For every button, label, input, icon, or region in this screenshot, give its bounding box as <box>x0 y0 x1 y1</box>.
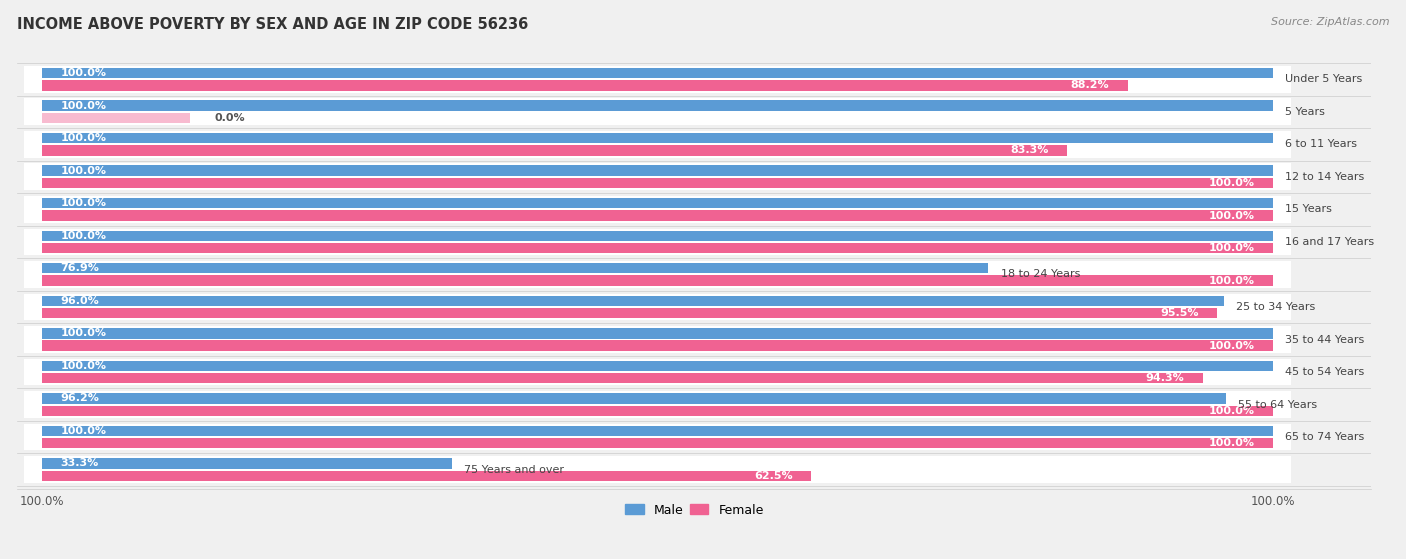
Bar <box>24 424 1291 451</box>
Text: 100.0%: 100.0% <box>60 198 107 208</box>
Bar <box>42 165 1272 176</box>
Bar <box>42 340 1272 351</box>
Bar <box>42 178 1272 188</box>
Legend: Male, Female: Male, Female <box>620 499 769 522</box>
Text: 55 to 64 Years: 55 to 64 Years <box>1239 400 1317 410</box>
Text: 76.9%: 76.9% <box>60 263 100 273</box>
Text: 100.0%: 100.0% <box>1208 178 1254 188</box>
Bar <box>24 326 1291 353</box>
Text: 95.5%: 95.5% <box>1160 308 1199 318</box>
Text: 5 Years: 5 Years <box>1285 107 1324 117</box>
Text: 100.0%: 100.0% <box>1208 406 1254 416</box>
Bar <box>42 405 1272 416</box>
Text: INCOME ABOVE POVERTY BY SEX AND AGE IN ZIP CODE 56236: INCOME ABOVE POVERTY BY SEX AND AGE IN Z… <box>17 17 529 32</box>
Bar <box>42 210 1272 221</box>
Bar <box>24 293 1291 320</box>
Text: 100.0%: 100.0% <box>60 361 107 371</box>
Bar <box>42 426 1272 436</box>
Bar <box>24 391 1291 418</box>
Bar <box>24 98 1291 125</box>
Bar <box>42 328 1272 339</box>
Text: 100.0%: 100.0% <box>1208 276 1254 286</box>
Text: 33.3%: 33.3% <box>60 458 98 468</box>
Bar <box>42 458 451 468</box>
Bar <box>42 243 1272 253</box>
Text: 96.2%: 96.2% <box>60 394 100 404</box>
Bar <box>42 296 1223 306</box>
Bar <box>24 196 1291 222</box>
Bar <box>42 393 1226 404</box>
Text: 83.3%: 83.3% <box>1011 145 1049 155</box>
Text: 100.0%: 100.0% <box>60 231 107 241</box>
Text: 16 and 17 Years: 16 and 17 Years <box>1285 237 1374 247</box>
Bar <box>42 101 1272 111</box>
Text: 100.0%: 100.0% <box>60 101 107 111</box>
Bar <box>24 131 1291 158</box>
Text: 62.5%: 62.5% <box>754 471 793 481</box>
Text: 35 to 44 Years: 35 to 44 Years <box>1285 334 1364 344</box>
Bar <box>24 229 1291 255</box>
Bar <box>42 145 1067 156</box>
Text: 96.0%: 96.0% <box>60 296 100 306</box>
Text: 100.0%: 100.0% <box>1208 438 1254 448</box>
Text: 100.0%: 100.0% <box>1208 243 1254 253</box>
Text: 0.0%: 0.0% <box>214 113 245 123</box>
Bar <box>24 66 1291 93</box>
Text: 75 Years and over: 75 Years and over <box>464 465 564 475</box>
Text: 12 to 14 Years: 12 to 14 Years <box>1285 172 1364 182</box>
Text: 100.0%: 100.0% <box>1208 340 1254 350</box>
Text: 15 Years: 15 Years <box>1285 205 1331 214</box>
Text: 6 to 11 Years: 6 to 11 Years <box>1285 139 1357 149</box>
Text: 100.0%: 100.0% <box>60 165 107 176</box>
Bar <box>42 308 1218 319</box>
Text: 94.3%: 94.3% <box>1146 373 1184 383</box>
Bar <box>42 471 811 481</box>
Text: 100.0%: 100.0% <box>60 328 107 338</box>
Bar <box>24 163 1291 190</box>
Bar <box>42 230 1272 241</box>
Bar <box>24 261 1291 288</box>
Text: Under 5 Years: Under 5 Years <box>1285 74 1362 84</box>
Bar <box>42 133 1272 143</box>
Text: 25 to 34 Years: 25 to 34 Years <box>1236 302 1315 312</box>
Bar <box>42 68 1272 78</box>
Text: 100.0%: 100.0% <box>1208 211 1254 221</box>
Bar <box>42 263 988 273</box>
Text: 100.0%: 100.0% <box>60 133 107 143</box>
Bar <box>24 359 1291 385</box>
Text: 65 to 74 Years: 65 to 74 Years <box>1285 432 1364 442</box>
Text: 18 to 24 Years: 18 to 24 Years <box>1001 269 1080 280</box>
Bar <box>24 456 1291 483</box>
Text: 45 to 54 Years: 45 to 54 Years <box>1285 367 1364 377</box>
Bar <box>42 276 1272 286</box>
Bar <box>42 361 1272 371</box>
Bar <box>42 438 1272 448</box>
Bar <box>42 80 1128 91</box>
Text: 100.0%: 100.0% <box>60 68 107 78</box>
Bar <box>42 198 1272 209</box>
Text: 100.0%: 100.0% <box>60 426 107 436</box>
Text: 88.2%: 88.2% <box>1070 80 1109 91</box>
Bar <box>42 113 190 123</box>
Text: Source: ZipAtlas.com: Source: ZipAtlas.com <box>1271 17 1389 27</box>
Bar <box>42 373 1202 383</box>
